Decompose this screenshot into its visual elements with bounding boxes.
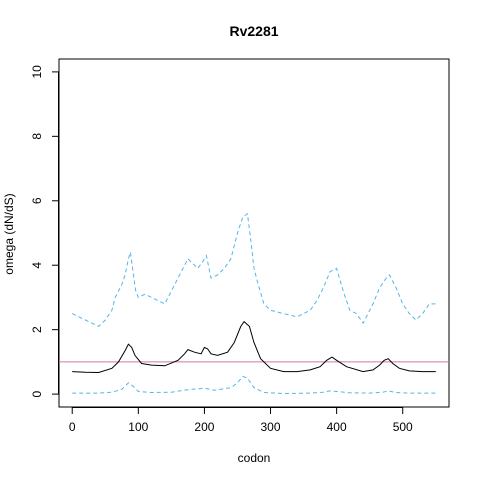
chart-title: Rv2281 <box>229 23 278 39</box>
y-tick-label: 0 <box>30 390 44 397</box>
series-line-1 <box>71 212 436 328</box>
axes: 0 100 200 300 400 500 0 2 4 6 8 10 <box>30 65 413 434</box>
y-tick-label: 2 <box>30 326 44 333</box>
y-tick-label: 6 <box>30 197 44 204</box>
series-line-3 <box>72 375 436 395</box>
y-tick-label: 10 <box>30 65 44 79</box>
plot-frame <box>58 58 450 408</box>
series-line-2 <box>72 320 436 374</box>
x-tick-label: 0 <box>69 420 76 434</box>
y-tick-label: 4 <box>30 262 44 269</box>
x-tick-label: 300 <box>261 420 281 434</box>
plot-marks <box>59 212 449 395</box>
y-tick-label: 8 <box>30 133 44 140</box>
y-axis-label: omega (dN/dS) <box>2 193 16 274</box>
x-tick-label: 200 <box>194 420 214 434</box>
x-tick-label: 500 <box>393 420 413 434</box>
x-axis-label: codon <box>238 451 271 465</box>
x-tick-label: 400 <box>327 420 347 434</box>
x-tick-label: 100 <box>128 420 148 434</box>
